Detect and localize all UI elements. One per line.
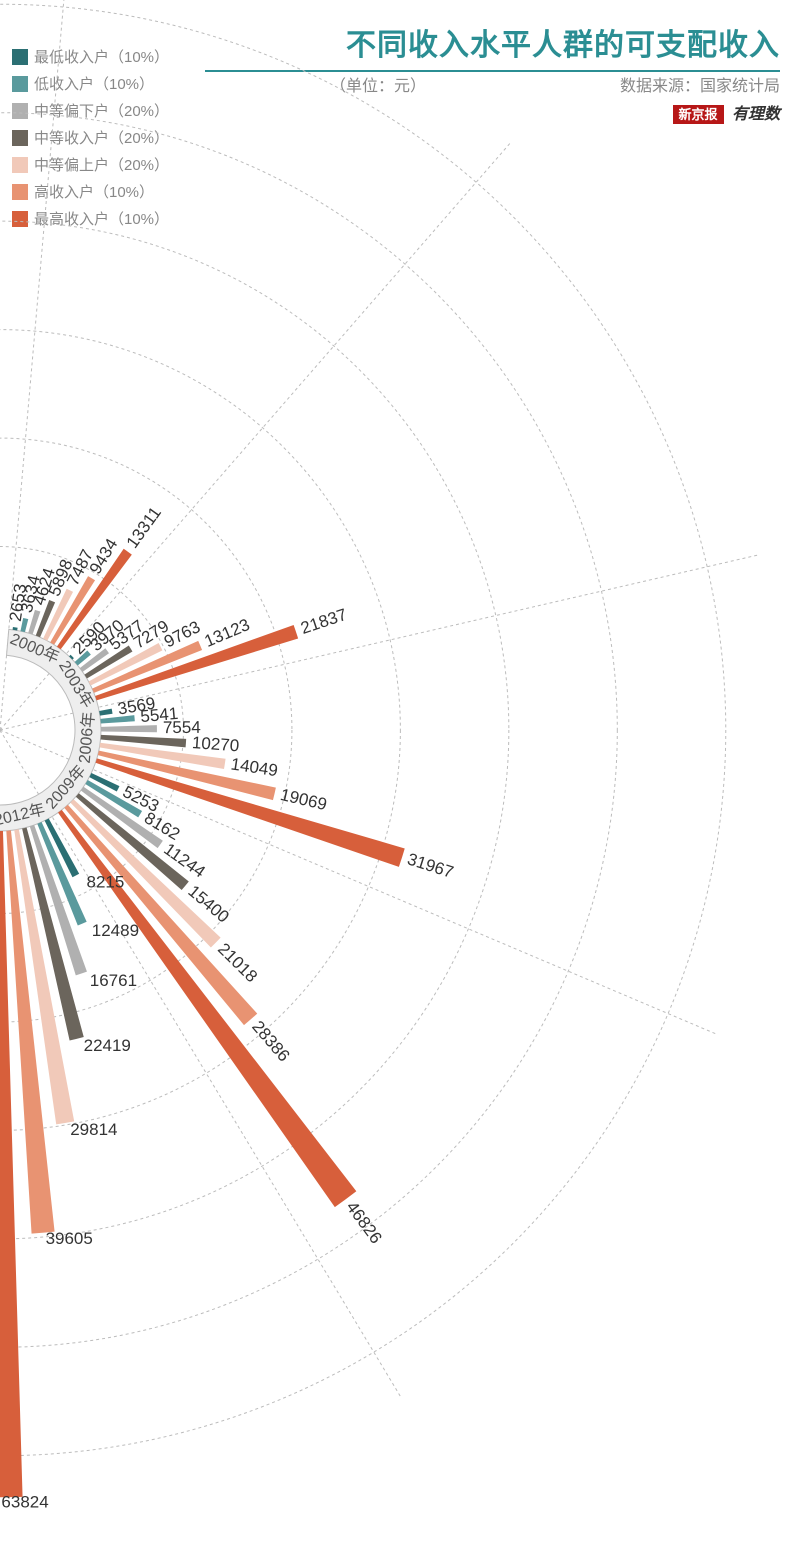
bar-value-label: 12489 xyxy=(92,921,139,940)
bar-value-label: 39605 xyxy=(46,1229,93,1248)
bar xyxy=(101,725,157,732)
bar-value-label: 63824 xyxy=(1,1493,48,1512)
bar-value-label: 46826 xyxy=(342,1198,385,1247)
bar xyxy=(100,715,134,723)
bar xyxy=(99,709,112,716)
bar-value-label: 13311 xyxy=(123,503,165,551)
bar-value-label: 31967 xyxy=(405,849,456,881)
bar-value-label: 21837 xyxy=(298,605,349,638)
bar-value-label: 8215 xyxy=(86,873,124,892)
bar-value-label: 16761 xyxy=(90,971,137,990)
bar-value-label: 14049 xyxy=(230,754,280,780)
bar xyxy=(58,810,356,1207)
radial-chart: 2000年265336344624589874879434133112003年2… xyxy=(0,0,800,1558)
bar-value-label: 19069 xyxy=(278,785,328,814)
bar-value-label: 29814 xyxy=(70,1120,117,1139)
bar-value-label: 22419 xyxy=(84,1036,131,1055)
bar-value-label: 10270 xyxy=(191,733,240,755)
